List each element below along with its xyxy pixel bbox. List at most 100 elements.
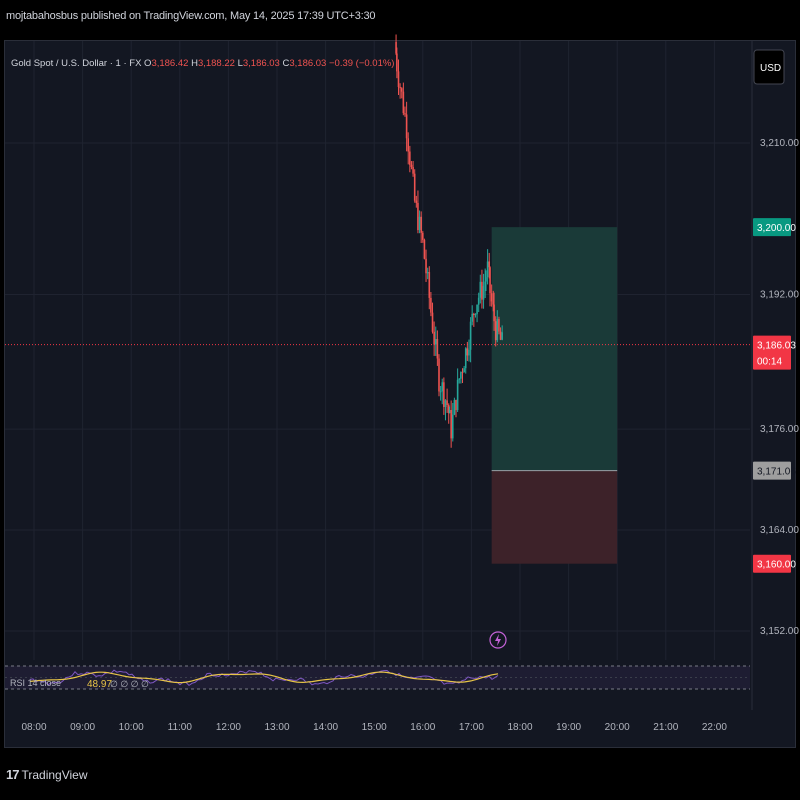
candle-body bbox=[453, 399, 456, 415]
loss-zone bbox=[491, 470, 618, 564]
candle-body bbox=[469, 321, 472, 350]
candle-body bbox=[450, 409, 452, 439]
candle-body bbox=[464, 348, 467, 369]
time-tick-label: 21:00 bbox=[653, 722, 678, 733]
candle-body bbox=[463, 368, 465, 373]
publish-info: mojtabahosbus published on TradingView.c… bbox=[6, 10, 376, 22]
price-tick-label: 3,176.00 bbox=[760, 424, 799, 435]
legend-part: Gold Spot / U.S. Dollar · 1 · FX bbox=[11, 58, 144, 69]
legend-part: 3,186.42 bbox=[151, 58, 191, 69]
stop-loss-price-label: 3,160.00 bbox=[757, 560, 796, 571]
candle-body bbox=[481, 281, 483, 300]
legend-part: −0.39 (−0.01%) bbox=[329, 58, 395, 69]
grid-lines bbox=[5, 41, 750, 660]
candle-body bbox=[430, 297, 432, 313]
candle-body bbox=[499, 331, 502, 340]
candle-body bbox=[431, 312, 434, 332]
candle-body bbox=[496, 319, 499, 341]
candle-body bbox=[425, 258, 427, 274]
time-tick-label: 14:00 bbox=[313, 722, 338, 733]
tradingview-logo-icon: 17 bbox=[6, 767, 20, 782]
time-tick-label: 13:00 bbox=[264, 722, 289, 733]
candle-body bbox=[484, 281, 486, 287]
rsi-extra: ∅ ∅ ∅ ∅ bbox=[110, 679, 149, 689]
candle-body bbox=[405, 114, 408, 139]
price-tick-label: 3,192.00 bbox=[760, 289, 799, 300]
candle-body bbox=[473, 313, 475, 316]
tradingview-brand[interactable]: 17 TradingView bbox=[6, 767, 88, 782]
candle-body bbox=[498, 319, 500, 332]
price-tick-label: 3,210.00 bbox=[760, 138, 799, 149]
candle-body bbox=[409, 151, 411, 165]
legend-part: 3,186.03 bbox=[289, 58, 329, 69]
time-tick-label: 11:00 bbox=[168, 722, 193, 733]
candle-body bbox=[399, 87, 401, 89]
candle-body bbox=[433, 331, 435, 345]
time-tick-label: 18:00 bbox=[507, 722, 532, 733]
currency-button[interactable] bbox=[753, 49, 785, 85]
candle-body bbox=[415, 200, 418, 203]
lightning-bolt-shape bbox=[495, 634, 501, 646]
candle-body bbox=[396, 53, 398, 72]
candle-body bbox=[410, 164, 413, 167]
candle-body bbox=[489, 267, 491, 294]
publish-header: mojtabahosbus published on TradingView.c… bbox=[0, 0, 800, 38]
time-tick-label: 17:00 bbox=[459, 722, 484, 733]
rsi-pane: RSI 14 close 48.97∅ ∅ ∅ ∅ bbox=[5, 665, 750, 690]
time-tick-label: 15:00 bbox=[362, 722, 387, 733]
brand-name: TradingView bbox=[21, 767, 88, 782]
candle-body bbox=[451, 414, 454, 439]
legend-part: C bbox=[282, 58, 289, 69]
candle-body bbox=[443, 382, 445, 408]
candle-body bbox=[444, 400, 447, 408]
candle-body bbox=[404, 113, 406, 115]
lightning-event-icon[interactable] bbox=[489, 631, 507, 649]
legend-part: 3,186.03 bbox=[243, 58, 283, 69]
time-tick-label: 09:00 bbox=[70, 722, 95, 733]
candle-body bbox=[434, 339, 437, 345]
entry-price-label-bg bbox=[753, 461, 791, 480]
candle-body bbox=[417, 202, 419, 231]
candle-body bbox=[422, 232, 424, 240]
price-axis: 3,210.00 3,192.00 3,176.00 3,164.00 3,152.00… bbox=[751, 41, 799, 710]
candle-body bbox=[492, 301, 495, 305]
time-tick-label: 20:00 bbox=[605, 722, 630, 733]
legend-part: 3,188.22 bbox=[198, 58, 238, 69]
candle-body bbox=[494, 321, 497, 341]
candle-body bbox=[426, 272, 429, 274]
candle-body bbox=[477, 297, 480, 305]
time-tick-label: 10:00 bbox=[119, 722, 144, 733]
candle-body bbox=[474, 314, 477, 316]
candle-body bbox=[488, 261, 491, 268]
candle-body bbox=[482, 286, 485, 300]
stop-loss-price-label-bg bbox=[753, 554, 791, 573]
profit-zone bbox=[491, 227, 618, 471]
candle-body bbox=[460, 372, 462, 379]
legend-part: H bbox=[191, 58, 198, 69]
candle-body bbox=[400, 88, 403, 92]
candle-body bbox=[446, 400, 448, 406]
candle-body bbox=[413, 173, 416, 201]
time-tick-label: 08:00 bbox=[21, 722, 46, 733]
candle-body bbox=[448, 409, 451, 414]
chart-frame[interactable] bbox=[4, 40, 796, 748]
candle-body bbox=[501, 332, 503, 340]
position-tool bbox=[5, 227, 750, 564]
time-tick-label: 19:00 bbox=[556, 722, 581, 733]
candle-body bbox=[486, 261, 489, 278]
rsi-label: RSI 14 close bbox=[10, 678, 61, 688]
candle-body bbox=[423, 239, 426, 259]
candle-body bbox=[468, 349, 470, 356]
candle-body bbox=[456, 379, 459, 411]
candle-body bbox=[420, 216, 422, 233]
candles bbox=[395, 34, 503, 448]
candle-body bbox=[402, 91, 405, 114]
rsi-smoothing-line bbox=[29, 671, 499, 684]
time-tick-label: 22:00 bbox=[702, 722, 727, 733]
symbol-legend: Gold Spot / U.S. Dollar · 1 · FX O3,186.… bbox=[11, 58, 394, 69]
candle-body bbox=[395, 42, 397, 54]
currency-button-label: USD bbox=[760, 63, 781, 74]
candle-body bbox=[493, 304, 495, 322]
candle-body bbox=[479, 281, 482, 298]
